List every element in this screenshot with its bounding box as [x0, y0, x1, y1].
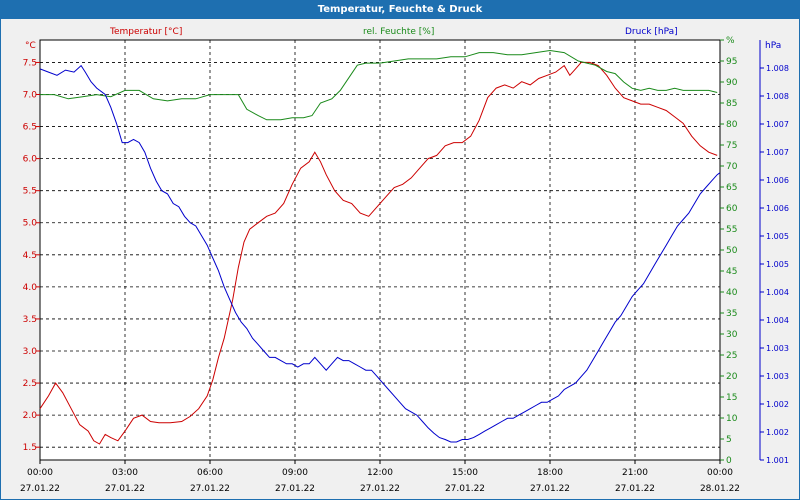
- pressure-tick-label: 1.008: [766, 64, 789, 73]
- humidity-tick-label: 75: [726, 141, 737, 151]
- temperature-tick-label: 2.5: [23, 379, 37, 389]
- pressure-axis: 1.001 1.002 1.002 1.003 1.003 1.004 1.004 1.005…: [759, 40, 789, 465]
- humidity-tick-label: 60: [726, 204, 738, 214]
- time-tick-label: 06:00: [197, 468, 223, 478]
- pressure-tick-label: 1.006: [766, 204, 789, 213]
- time-tick-label: 21:00: [622, 468, 648, 478]
- humidity-tick-label: 90: [726, 78, 738, 88]
- temperature-tick-label: 1.5: [23, 443, 37, 453]
- humidity-tick-label: 10: [726, 414, 738, 424]
- temperature-line: [39, 61, 718, 445]
- humidity-tick-label: 30: [726, 330, 738, 340]
- pressure-tick-label: 1.006: [766, 176, 789, 185]
- temperature-tick-label: 2.0: [23, 411, 38, 421]
- date-tick-label: 27.01.22: [530, 484, 570, 494]
- humidity-tick-label: 0: [726, 456, 732, 466]
- temperature-tick-label: 7.0: [23, 91, 38, 101]
- humidity-axis: 0 5 10 15 20 25 30 35 40 45 50 55 60 65 70 75 80 85 90 95%: [720, 36, 738, 466]
- pressure-tick-label: 1.003: [766, 372, 789, 381]
- humidity-tick-label: 80: [726, 120, 738, 130]
- humidity-tick-label: 20: [726, 372, 738, 382]
- time-tick-label: 09:00: [282, 468, 308, 478]
- date-tick-label: 27.01.22: [360, 484, 400, 494]
- pressure-tick-label: 1.002: [766, 400, 789, 409]
- date-tick-label: 27.01.22: [615, 484, 655, 494]
- temperature-unit-label: °C: [25, 41, 36, 51]
- humidity-series-label: rel. Feuchte [%]: [363, 27, 434, 37]
- date-tick-label: 27.01.22: [105, 484, 145, 494]
- humidity-tick-label: 15: [726, 393, 737, 403]
- date-tick-label: 27.01.22: [190, 484, 230, 494]
- humidity-tick-label: 70: [726, 162, 738, 172]
- temperature-tick-label: 3.0: [23, 347, 38, 357]
- humidity-tick-label: 45: [726, 267, 737, 277]
- humidity-tick-label: 40: [726, 288, 738, 298]
- date-tick-label: 28.01.22: [700, 484, 740, 494]
- window-title: Temperatur, Feuchte & Druck: [0, 0, 800, 18]
- humidity-tick-label: 55: [726, 225, 737, 235]
- date-tick-label: 27.01.22: [20, 484, 60, 494]
- pressure-tick-label: 1.005: [766, 232, 789, 241]
- temperature-tick-label: 6.5: [23, 123, 37, 133]
- temperature-tick-label: 5.5: [23, 187, 37, 197]
- pressure-tick-label: 1.004: [766, 288, 789, 297]
- humidity-tick-label: 25: [726, 351, 737, 361]
- humidity-line: [40, 49, 718, 121]
- humidity-tick-label: 95: [726, 57, 737, 67]
- time-tick-label: 00:00: [27, 468, 53, 478]
- temperature-tick-label: 4.5: [23, 251, 37, 261]
- pressure-series-label: Druck [hPa]: [625, 27, 678, 37]
- temperature-axis: 1.5 2.0 2.5 3.0 3.5 4.0 4.5 5.0 5.5 6.0 6.5 7.0 7.5: [23, 58, 40, 453]
- humidity-tick-label: 35: [726, 309, 737, 319]
- pressure-tick-label: 1.003: [766, 344, 789, 353]
- temperature-tick-label: 3.5: [23, 315, 37, 325]
- time-tick-label: 18:00: [537, 468, 563, 478]
- date-tick-label: 27.01.22: [275, 484, 315, 494]
- temperature-tick-label: 4.0: [23, 283, 38, 293]
- series-lines: [39, 49, 721, 445]
- temperature-series-label: Temperatur [°C]: [109, 27, 182, 37]
- time-tick-label: 12:00: [367, 468, 393, 478]
- pressure-tick-label: 1.001: [766, 456, 789, 465]
- humidity-tick-label: 65: [726, 183, 737, 193]
- pressure-unit-label: hPa: [765, 41, 781, 51]
- pressure-tick-label: 1.005: [766, 260, 789, 269]
- pressure-tick-label: 1.007: [766, 148, 789, 157]
- time-tick-label: 03:00: [112, 468, 138, 478]
- temperature-tick-label: 6.0: [23, 155, 38, 165]
- pressure-tick-label: 1.008: [766, 92, 789, 101]
- time-axis: 00:00 27.01.22 03:00 27.01.22 06:00 27.01.22 0…: [20, 460, 740, 494]
- pressure-line: [39, 64, 721, 443]
- humidity-tick-label: %: [726, 36, 735, 46]
- time-tick-label: 00:00: [707, 468, 733, 478]
- temperature-tick-label: 5.0: [23, 219, 38, 229]
- humidity-tick-label: 5: [726, 435, 732, 445]
- humidity-tick-label: 85: [726, 99, 737, 109]
- time-tick-label: 15:00: [452, 468, 478, 478]
- date-tick-label: 27.01.22: [445, 484, 485, 494]
- pressure-tick-label: 1.002: [766, 428, 789, 437]
- humidity-tick-label: 50: [726, 246, 738, 256]
- temperature-tick-label: 7.5: [23, 58, 37, 68]
- pressure-tick-label: 1.004: [766, 316, 789, 325]
- pressure-tick-label: 1.007: [766, 120, 789, 129]
- grid: [40, 40, 720, 460]
